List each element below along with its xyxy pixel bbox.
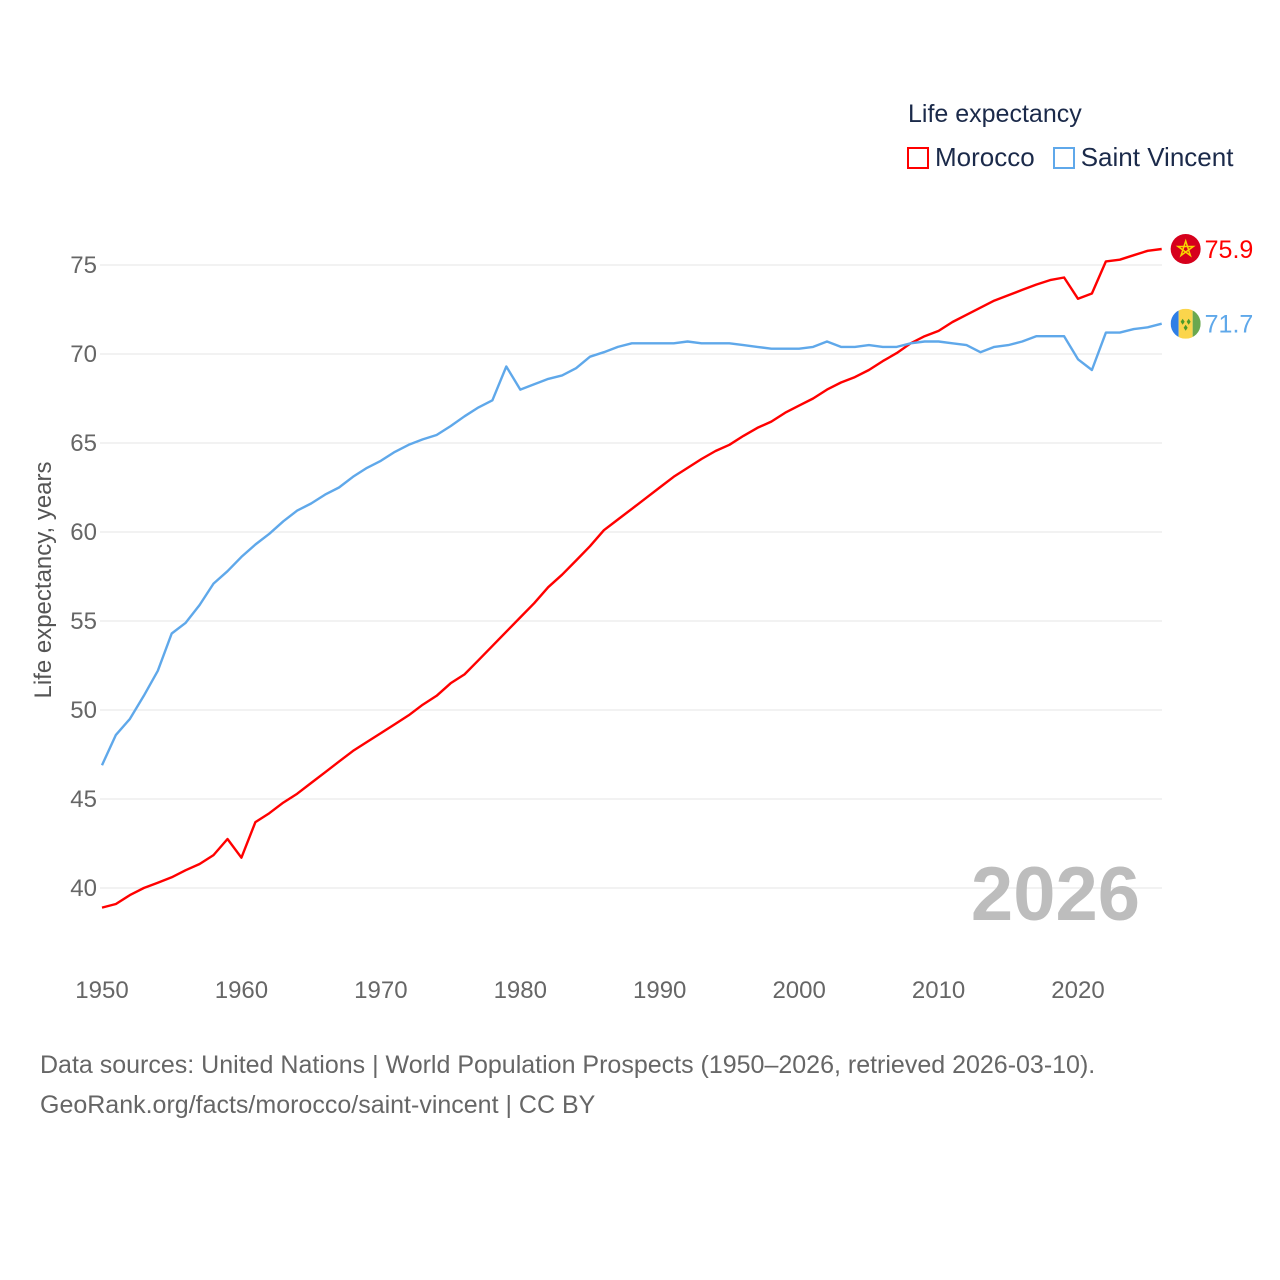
y-tick-label: 75 [70, 252, 97, 279]
end-label-saint-vincent: 71.7 [1205, 311, 1254, 339]
gridlines [100, 264, 1162, 889]
legend-item-morocco[interactable]: Morocco [907, 142, 1035, 173]
y-tick-label: 40 [70, 875, 97, 902]
legend-swatch-morocco [907, 146, 929, 169]
series-lines [100, 247, 1162, 909]
data-sources: Data sources: United Nations | World Pop… [40, 1051, 1096, 1079]
y-tick-label: 60 [70, 519, 97, 546]
series-end-markers: 75.9 71.7 [1170, 233, 1254, 339]
x-tick-label: 2020 [1051, 977, 1104, 1004]
y-axis-label: Life expectancy, years [30, 461, 57, 698]
series-line-saint-vincent [100, 322, 1162, 766]
saint-vincent-flag-icon [1170, 308, 1201, 339]
x-tick-label: 2000 [772, 977, 825, 1004]
x-tick-label: 1950 [75, 977, 128, 1004]
legend-swatch-saint-vincent [1052, 146, 1075, 169]
morocco-flag-icon [1170, 233, 1201, 264]
y-tick-label: 65 [70, 430, 97, 457]
series-line-morocco [101, 247, 1162, 909]
x-tick-label: 1980 [494, 977, 547, 1004]
y-tick-label: 55 [70, 608, 97, 635]
x-tick-label: 1990 [633, 977, 686, 1004]
x-tick-label: 1960 [215, 977, 268, 1004]
y-tick-label: 70 [70, 341, 97, 368]
footer: Data sources: United Nations | World Pop… [40, 1045, 1095, 1125]
legend-label-morocco: Morocco [935, 142, 1035, 172]
legend-label-saint-vincent: Saint Vincent [1080, 142, 1234, 172]
legend-item-saint-vincent[interactable]: Saint Vincent [1052, 142, 1234, 173]
x-tick-label: 2010 [912, 977, 965, 1004]
end-label-morocco: 75.9 [1205, 236, 1254, 264]
y-tick-label: 45 [70, 786, 97, 813]
source-link[interactable]: GeoRank.org/facts/morocco/saint-vincent … [40, 1091, 596, 1119]
x-tick-labels: 1950 1960 1970 1980 1990 2000 2010 2020 [75, 977, 1104, 1004]
x-tick-label: 1970 [354, 977, 407, 1004]
year-watermark: 2026 [971, 852, 1140, 937]
legend: Morocco Saint Vincent [907, 142, 1233, 173]
y-tick-labels: 40 45 50 55 60 65 70 75 [70, 252, 97, 902]
legend-title: Life expectancy [908, 100, 1082, 128]
y-tick-label: 50 [70, 697, 97, 724]
